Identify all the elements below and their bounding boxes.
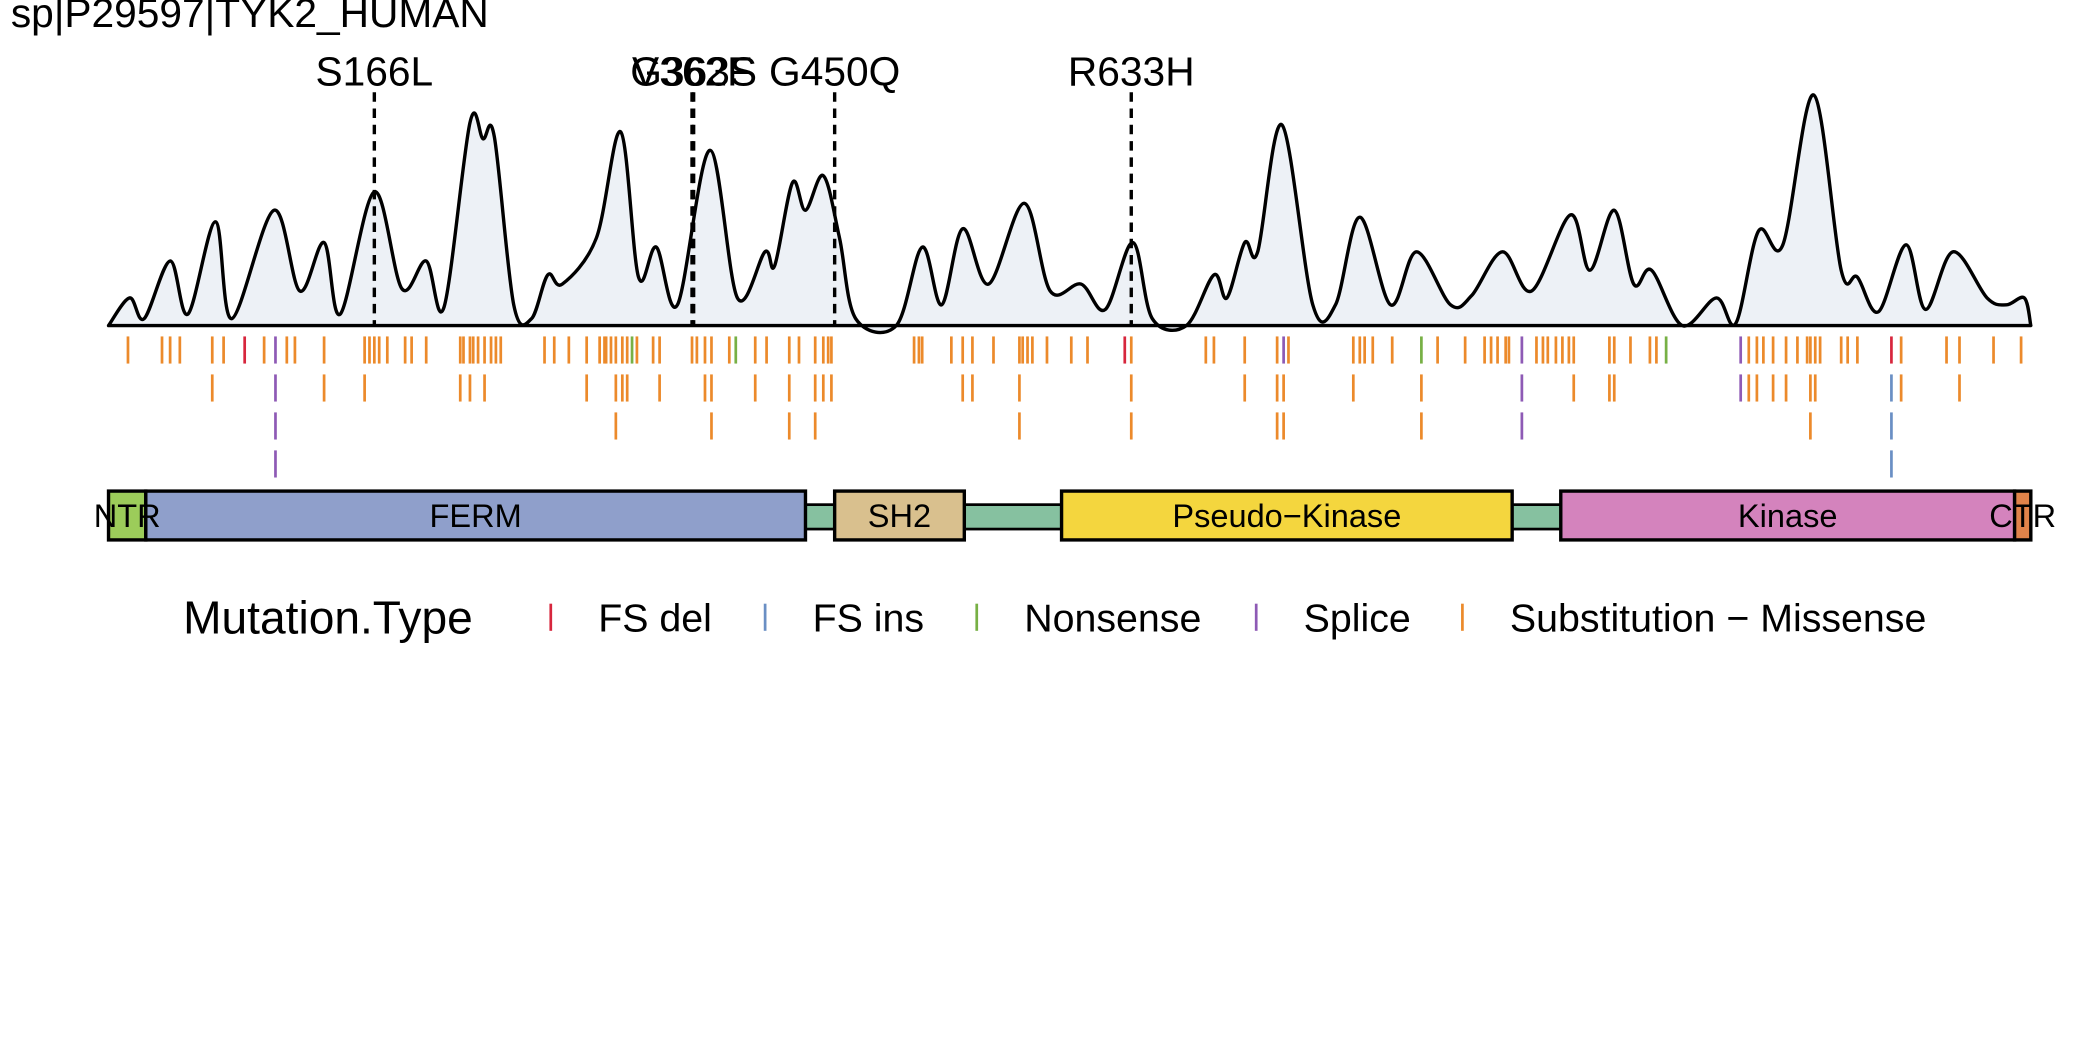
hotspot-label: G363S [630,48,757,94]
chart-title: sp|P29597|TYK2_HUMAN [11,0,489,36]
legend-label: FS del [598,597,712,641]
hotspot-label: S166L [316,48,434,94]
legend-label: FS ins [813,597,924,641]
legend-label: Nonsense [1024,597,1201,641]
legend-label: Substitution − Missense [1510,597,1926,641]
domain [1059,489,1514,542]
domain [106,489,148,542]
domain [144,489,808,542]
domain-label: Pseudo−Kinase [1172,498,1401,534]
legend-title: Mutation.Type [183,592,473,644]
hotspot-label: G450Q [769,48,900,94]
domain [832,489,967,542]
density-area [106,93,2033,335]
domain-label: SH2 [868,498,931,534]
domain-label: FERM [430,498,522,534]
domain-label: Kinase [1738,498,1838,534]
domain [2012,489,2033,542]
domain-label: NTR [94,498,161,534]
legend-label: Splice [1304,597,1411,641]
domain-label: CTR [1989,498,2056,534]
hotspot-label: R633H [1068,48,1195,94]
hotspot-label: V362F [632,48,752,94]
